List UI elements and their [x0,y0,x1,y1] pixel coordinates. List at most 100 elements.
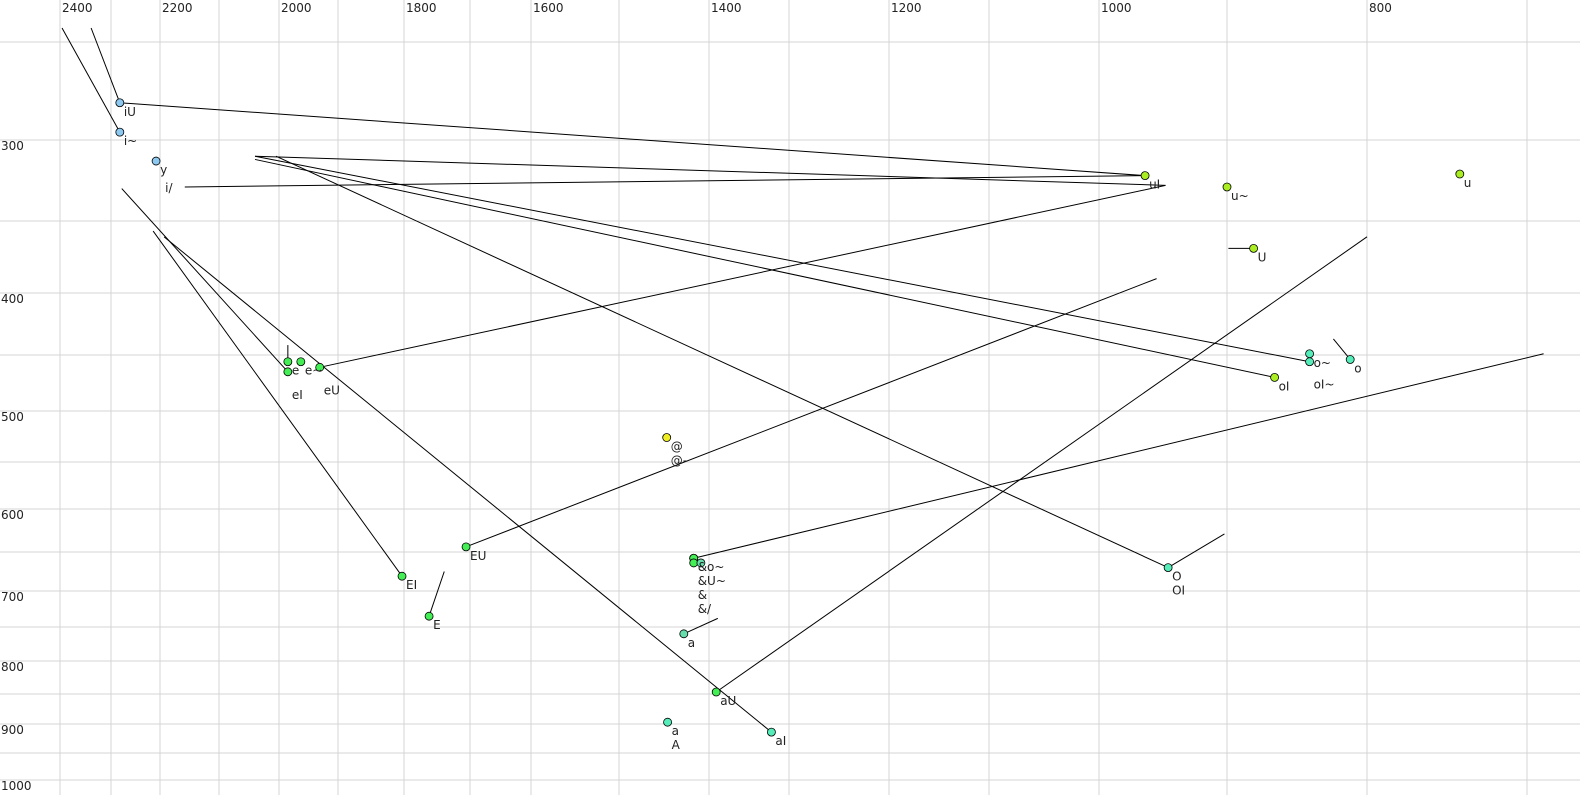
y-gridlines [0,41,1580,781]
vowel-label: oI~ [1314,378,1335,392]
vowel-point [424,611,434,621]
y-tick-label: 500 [1,410,24,424]
vowel-label: U [1258,250,1267,264]
vowel-label: o [1354,361,1361,375]
vowel-point [315,362,325,372]
x-tick-label: 2000 [281,1,312,15]
x-gridlines [59,0,1528,795]
trajectory-line [275,155,1169,569]
vowel-point [767,727,776,737]
vowel-label: u [1464,176,1472,190]
vowel-label: e [292,364,299,378]
trajectory-line [184,175,1146,188]
vowel-label: aU [720,694,736,708]
trajectory-line [1167,533,1225,569]
vowel-label: i/ [165,181,173,195]
vowel-label: i~ [124,134,137,148]
vowel-point [151,156,161,166]
trajectory-lines [61,27,1544,733]
x-tick-label: 1600 [533,1,564,15]
vowel-point [689,558,699,568]
x-tick-label: 2200 [162,1,193,15]
y-tick-label: 900 [1,723,24,737]
trajectory-line [254,158,1275,378]
trajectory-line [152,230,403,577]
vowel-label: oI [1279,379,1290,393]
vowel-label: EI [406,578,417,592]
x-tick-label: 1800 [406,1,437,15]
y-tick-label: 600 [1,508,24,522]
vowel-label: eU [324,383,340,397]
vowel-label: u~ [1231,189,1249,203]
vowel-point [283,357,293,367]
trajectory-line [715,236,1368,693]
y-tick-label: 300 [1,139,24,153]
vowel-point [1305,357,1314,367]
x-tick-label: 2400 [62,1,93,15]
vowel-point [1305,349,1314,359]
vowel-point [711,687,721,697]
x-tick-label: 1400 [711,1,742,15]
vowel-point [397,571,407,581]
vowel-label: aI [775,734,786,748]
y-tick-label: 400 [1,292,24,306]
vowel-point [115,127,125,137]
vowel-point [679,629,689,639]
trajectory-line [61,27,121,133]
vowel-label: E [433,618,441,632]
y-tick-label: 700 [1,590,24,604]
trajectory-line [693,353,1544,559]
x-axis-tick-labels: 2400 2200 2000 1800 1600 1400 1200 1000 800 [62,1,1392,15]
trajectory-line [254,155,1310,363]
vowel-label: uI [1149,178,1160,192]
trajectory-line [319,184,1166,368]
trajectory-line [119,102,1146,177]
trajectory-line [683,617,719,635]
vowel-point [283,367,293,377]
vowel-label: & [698,588,707,602]
vowel-label: iU [124,105,136,119]
trajectory-line [1333,338,1351,360]
vowel-point [461,542,471,552]
vowel-point [296,357,306,367]
vowel-label: y [160,163,167,177]
vowel-label: @- [671,454,687,468]
vowel-point [1345,355,1355,364]
vowel-point [1222,182,1232,192]
vowel-point [115,98,125,108]
vowel-label: eI [292,388,303,402]
vowel-point [696,558,706,568]
trajectory-line [428,571,445,617]
vowel-label: a [688,636,695,650]
vowel-label: OI [1172,584,1185,598]
vowel-point [1140,171,1150,181]
y-tick-label: 1000 [1,779,32,793]
vowel-point [662,433,672,442]
vowel-label: &/ [698,602,712,616]
vowel-point [1249,243,1258,253]
vowel-point [1163,563,1173,572]
y-axis-tick-labels: 300 400 500 600 700 800 900 1000 [1,139,32,793]
vowel-point [1455,169,1465,179]
vowel-label: &U~ [698,574,726,588]
trajectory-line [121,188,289,373]
vowel-label: e~ [305,364,322,378]
trajectory-line [163,236,772,733]
vowel-label: &o~ [698,560,725,574]
vowel-label: a [672,724,679,738]
vowel-label: o~ [1314,356,1331,370]
vowel-label: A [672,738,681,752]
vowel-label: O [1172,570,1181,584]
y-tick-label: 800 [1,660,24,674]
trajectory-line [465,278,1157,548]
x-tick-label: 1000 [1101,1,1132,15]
vowel-label: EU [470,549,486,563]
vowel-label: @ [671,440,683,454]
trajectory-line [254,155,1166,186]
x-tick-label: 800 [1369,1,1392,15]
vowel-point [1270,372,1279,382]
x-tick-label: 1200 [891,1,922,15]
trajectory-line [90,27,121,103]
